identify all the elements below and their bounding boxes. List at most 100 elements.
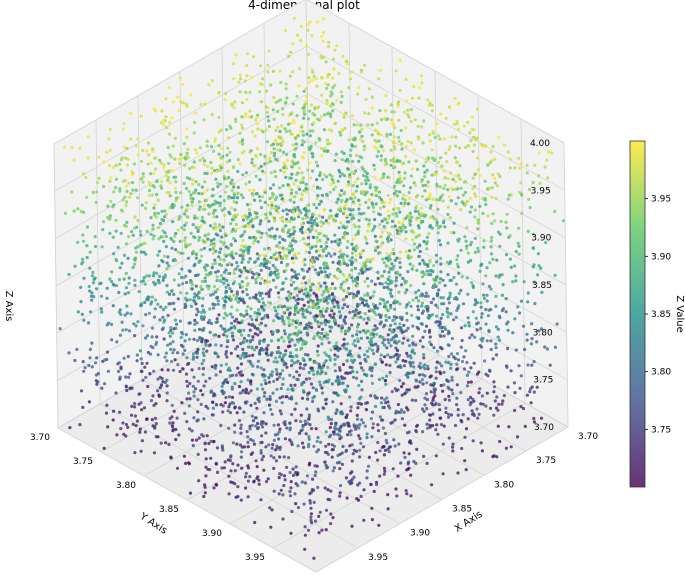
scatter-point bbox=[277, 350, 281, 354]
scatter-point bbox=[475, 407, 479, 411]
scatter-point bbox=[184, 221, 188, 225]
scatter-point bbox=[389, 338, 393, 342]
scatter-point bbox=[519, 161, 523, 165]
scatter-point bbox=[214, 208, 218, 212]
scatter-point bbox=[283, 127, 287, 131]
scatter-point bbox=[411, 324, 415, 328]
scatter-point bbox=[270, 191, 274, 195]
scatter-point bbox=[386, 338, 390, 342]
scatter-point bbox=[200, 219, 204, 223]
scatter-point bbox=[357, 383, 361, 388]
scatter-point bbox=[192, 264, 196, 268]
scatter-point bbox=[372, 210, 376, 214]
scatter-point bbox=[393, 444, 397, 448]
scatter-point bbox=[480, 449, 484, 453]
scatter-point bbox=[264, 422, 268, 426]
scatter-point bbox=[258, 90, 262, 94]
scatter-point bbox=[197, 436, 201, 440]
scatter-point bbox=[439, 296, 443, 300]
scatter-point bbox=[423, 189, 427, 193]
scatter-point bbox=[233, 381, 237, 386]
scatter-point bbox=[365, 321, 369, 325]
scatter-point bbox=[360, 134, 364, 138]
scatter-point bbox=[103, 382, 107, 386]
scatter-point bbox=[267, 119, 271, 123]
scatter-point bbox=[137, 290, 141, 294]
scatter-point bbox=[240, 101, 244, 105]
scatter-point bbox=[404, 77, 408, 81]
scatter-point bbox=[109, 176, 113, 180]
scatter-point bbox=[79, 209, 83, 213]
scatter-point bbox=[108, 277, 112, 281]
scatter-point bbox=[121, 328, 125, 332]
scatter-point bbox=[239, 248, 243, 252]
scatter-point bbox=[517, 364, 521, 368]
scatter-point bbox=[434, 428, 438, 432]
scatter-point bbox=[491, 173, 495, 177]
scatter-point bbox=[448, 278, 452, 283]
scatter-point bbox=[513, 391, 517, 395]
scatter-point bbox=[239, 423, 243, 427]
scatter-point bbox=[313, 464, 317, 468]
scatter-point bbox=[278, 303, 282, 307]
scatter-point bbox=[255, 345, 259, 349]
scatter-point bbox=[208, 318, 212, 323]
scatter-point bbox=[330, 382, 334, 386]
scatter-point bbox=[311, 265, 315, 269]
scatter-point bbox=[381, 241, 385, 245]
scatter-point bbox=[232, 200, 236, 204]
scatter-point bbox=[170, 246, 174, 250]
scatter-point bbox=[442, 424, 446, 428]
scatter-point bbox=[330, 177, 334, 181]
scatter-point bbox=[246, 251, 250, 255]
scatter-point bbox=[240, 353, 244, 358]
scatter-point bbox=[431, 412, 435, 416]
scatter-point bbox=[288, 74, 292, 78]
scatter-point bbox=[239, 342, 243, 346]
scatter-point bbox=[337, 168, 341, 172]
scatter-point bbox=[356, 322, 360, 327]
scatter-point bbox=[176, 95, 180, 99]
scatter-point bbox=[280, 256, 285, 260]
scatter-point bbox=[416, 308, 420, 312]
scatter-point bbox=[259, 128, 263, 132]
scatter-point bbox=[259, 451, 263, 455]
scatter-point bbox=[473, 250, 477, 254]
scatter-point bbox=[449, 366, 453, 370]
scatter-point bbox=[202, 191, 206, 195]
scatter-point bbox=[261, 421, 265, 425]
scatter-point bbox=[333, 286, 337, 290]
scatter-point bbox=[204, 263, 208, 267]
scatter-point bbox=[374, 396, 378, 400]
scatter-point bbox=[345, 220, 349, 224]
scatter-point bbox=[436, 292, 440, 296]
scatter-point bbox=[316, 257, 320, 261]
scatter-point bbox=[287, 228, 291, 232]
scatter-point bbox=[481, 282, 485, 286]
scatter-point bbox=[238, 274, 242, 278]
scatter-point bbox=[291, 467, 295, 471]
scatter-point bbox=[439, 243, 443, 247]
scatter-point bbox=[195, 151, 199, 155]
grid-line bbox=[53, 143, 59, 429]
scatter-point bbox=[166, 368, 170, 372]
scatter-point bbox=[204, 234, 208, 238]
scatter-point bbox=[165, 399, 169, 403]
scatter-point bbox=[222, 333, 226, 337]
scatter-point bbox=[271, 108, 275, 112]
scatter-point bbox=[351, 342, 355, 346]
scatter-point bbox=[482, 296, 486, 300]
scatter-point bbox=[212, 215, 216, 219]
scatter-point bbox=[264, 381, 268, 385]
scatter-point bbox=[345, 433, 350, 437]
scatter-point bbox=[322, 406, 326, 411]
scatter-point bbox=[340, 172, 345, 176]
scatter-point bbox=[349, 405, 353, 409]
scatter-point bbox=[254, 293, 258, 297]
scatter-point bbox=[403, 198, 407, 202]
scatter-point bbox=[405, 468, 409, 472]
scatter-point bbox=[354, 253, 359, 258]
scatter-point bbox=[333, 252, 337, 256]
scatter-point bbox=[352, 246, 356, 250]
scatter-point bbox=[375, 332, 379, 336]
